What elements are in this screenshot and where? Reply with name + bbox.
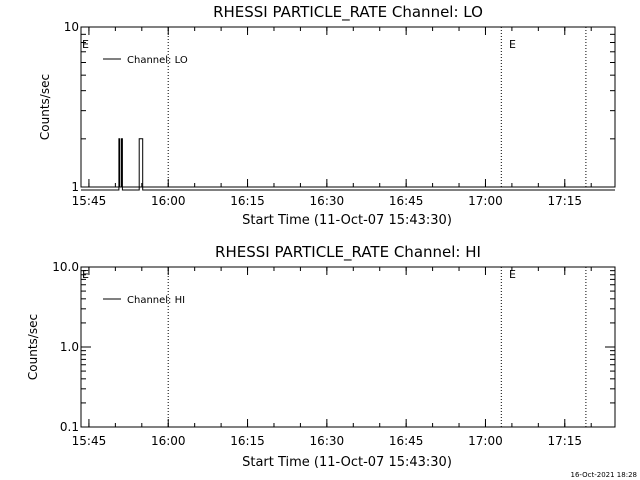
annotation-e: E xyxy=(82,268,89,281)
x-tick-layer: 15:45 16:00 16:15 16:30 16:45 17:00 17:15 xyxy=(72,267,592,448)
footer-timestamp: 16-Oct-2021 18:28 xyxy=(571,471,637,479)
y-tick-layer: 1 10 xyxy=(64,20,615,194)
x-tick-label: 16:45 xyxy=(389,194,424,208)
x-tick-label: 17:00 xyxy=(468,194,503,208)
y-tick-label: 10 xyxy=(64,20,79,34)
y-axis-label: Counts/sec xyxy=(26,314,40,380)
x-axis-label: Start Time (11-Oct-07 15:43:30) xyxy=(242,455,452,470)
panel-hi: RHESSI PARTICLE_RATE Channel: HI 15:45 16… xyxy=(26,243,616,470)
x-tick-label: 16:45 xyxy=(389,434,424,448)
x-tick-label: 16:30 xyxy=(310,194,345,208)
x-tick-label: 17:15 xyxy=(547,434,582,448)
x-tick-label: 16:00 xyxy=(151,194,186,208)
x-tick-label: 17:15 xyxy=(547,194,582,208)
x-tick-label: 16:00 xyxy=(151,434,186,448)
annotation-e: E xyxy=(509,38,516,51)
chart-title: RHESSI PARTICLE_RATE Channel: LO xyxy=(213,3,483,22)
x-tick-label: 16:15 xyxy=(230,194,265,208)
panel-lo: RHESSI PARTICLE_RATE Channel: LO 15:45 16… xyxy=(38,3,616,228)
y-tick-label: 0.1 xyxy=(60,420,79,434)
x-tick-label: 15:45 xyxy=(72,434,107,448)
y-tick-label: 1.0 xyxy=(60,340,79,354)
plot-frame xyxy=(80,266,616,428)
series-layer xyxy=(81,138,615,191)
legend-label: Channel: LO xyxy=(127,55,188,66)
vline-layer xyxy=(167,267,587,427)
x-tick-label: 17:00 xyxy=(468,434,503,448)
x-tick-label: 16:15 xyxy=(230,434,265,448)
annotation-e: E xyxy=(509,268,516,281)
y-axis-label: Counts/sec xyxy=(38,74,52,140)
x-tick-label: 16:30 xyxy=(310,434,345,448)
y-tick-layer: 0.1 1.0 10.0 xyxy=(52,260,615,434)
annotation-e: E xyxy=(82,38,89,51)
series-line xyxy=(81,138,615,191)
vline-layer xyxy=(167,27,587,187)
y-tick-label: 1 xyxy=(71,180,79,194)
chart-title: RHESSI PARTICLE_RATE Channel: HI xyxy=(215,243,481,262)
legend-label: Channel: HI xyxy=(127,295,185,306)
x-axis-label: Start Time (11-Oct-07 15:43:30) xyxy=(242,213,452,228)
plot-frame xyxy=(80,26,616,188)
x-tick-layer: 15:45 16:00 16:15 16:30 16:45 17:00 17:15 xyxy=(72,27,592,208)
y-tick-label: 10.0 xyxy=(52,260,79,274)
x-tick-label: 15:45 xyxy=(72,194,107,208)
